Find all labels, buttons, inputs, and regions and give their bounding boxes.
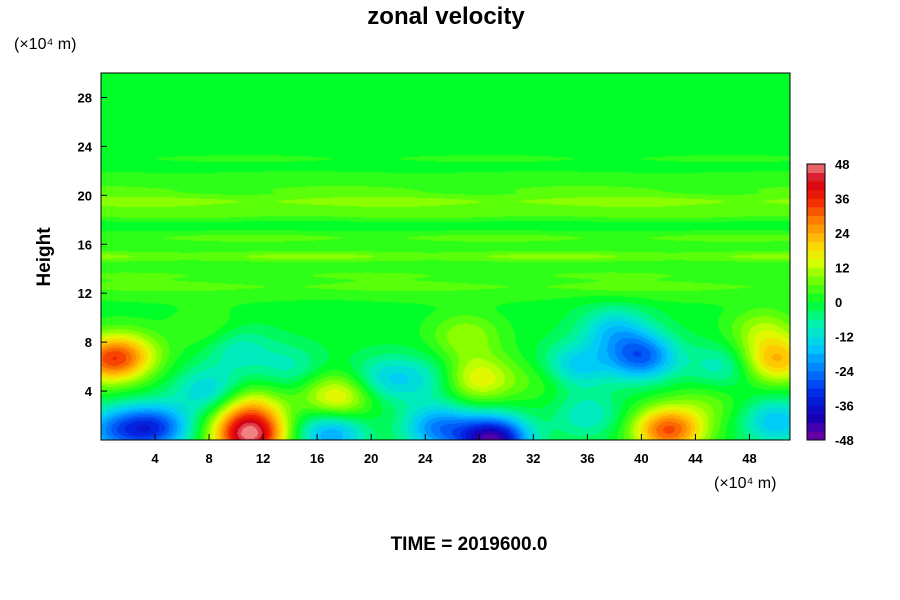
colorbar-swatch xyxy=(807,267,825,277)
colorbar-tick-label: -24 xyxy=(835,364,855,379)
time-annotation: TIME = 2019600.0 xyxy=(391,534,548,555)
x-tick-label: 4 xyxy=(151,451,159,466)
colorbar-swatch xyxy=(807,189,825,199)
y-tick-label: 4 xyxy=(85,384,93,399)
colorbar-tick-label: 12 xyxy=(835,261,849,276)
colorbar-swatch xyxy=(807,172,825,182)
y-tick-label: 28 xyxy=(78,90,92,105)
colorbar-swatch xyxy=(807,388,825,398)
y-tick-label: 24 xyxy=(78,139,93,154)
y-axis-label: Height xyxy=(34,227,55,287)
colorbar-swatch xyxy=(807,362,825,372)
colorbar-swatch xyxy=(807,198,825,208)
x-tick-label: 12 xyxy=(256,451,270,466)
heatmap-field xyxy=(101,73,790,440)
x-tick-label: 36 xyxy=(580,451,594,466)
x-tick-label: 8 xyxy=(205,451,212,466)
y-tick-label: 20 xyxy=(78,188,92,203)
x-tick-label: 44 xyxy=(688,451,703,466)
colorbar-swatch xyxy=(807,302,825,311)
colorbar-swatch xyxy=(807,319,825,329)
colorbar-frame xyxy=(806,163,826,441)
colorbar-tick-label: -12 xyxy=(835,330,854,345)
colorbar-swatch xyxy=(807,379,825,389)
colorbar-swatch xyxy=(807,164,825,173)
x-tick-label: 24 xyxy=(418,451,433,466)
colorbar-swatch xyxy=(807,336,825,346)
colorbar-swatch xyxy=(807,215,825,225)
y-tick-label: 12 xyxy=(78,286,92,301)
x-tick-label: 32 xyxy=(526,451,540,466)
colorbar-swatch xyxy=(807,371,825,380)
colorbar-swatch xyxy=(807,353,825,363)
x-tick-label: 48 xyxy=(742,451,756,466)
colorbar-swatch xyxy=(807,327,825,337)
colorbar-swatch xyxy=(807,284,825,294)
colorbar-swatch xyxy=(807,310,825,320)
colorbar-swatch xyxy=(807,181,825,191)
x-tick-label: 40 xyxy=(634,451,648,466)
colorbar-tick-label: -36 xyxy=(835,399,854,414)
colorbar-swatch xyxy=(807,414,825,424)
x-tick-label: 20 xyxy=(364,451,378,466)
colorbar-swatch xyxy=(807,258,825,268)
y-tick-label: 8 xyxy=(85,335,92,350)
y-axis: 4 8 12 16 20 24 28 xyxy=(78,90,107,399)
colorbar-swatch xyxy=(807,422,825,432)
colorbar-tick-label: -48 xyxy=(835,433,854,448)
colorbar-swatch xyxy=(807,345,825,355)
colorbar-swatch xyxy=(807,207,825,217)
colorbar-swatch xyxy=(807,233,825,242)
colorbar-tick-label: 0 xyxy=(835,295,842,310)
colorbar-swatch xyxy=(807,396,825,406)
colorbar-swatch xyxy=(807,250,825,260)
plot-frame xyxy=(100,72,791,441)
y-tick-label: 16 xyxy=(78,237,92,252)
x-unit-label: (×10⁴ m) xyxy=(714,475,776,492)
plot-area xyxy=(100,72,791,441)
colorbar-swatch xyxy=(807,276,825,286)
colorbar-swatch xyxy=(807,431,825,441)
chart-title: zonal velocity xyxy=(367,3,525,30)
colorbar-swatch xyxy=(807,293,825,303)
colorbar-tick-label: 24 xyxy=(835,226,850,241)
colorbar-swatch xyxy=(807,241,825,251)
x-tick-label: 16 xyxy=(310,451,324,466)
colorbar: 48 36 24 12 0 -12 -24 -36 -48 xyxy=(806,157,855,448)
colorbar-swatch xyxy=(807,224,825,234)
x-tick-label: 28 xyxy=(472,451,486,466)
colorbar-tick-label: 48 xyxy=(835,157,849,172)
x-axis: 4 8 12 16 20 24 28 32 36 40 44 48 xyxy=(151,434,757,466)
colorbar-tick-label: 36 xyxy=(835,192,849,207)
colorbar-swatch xyxy=(807,405,825,415)
y-unit-label: (×10⁴ m) xyxy=(14,36,76,53)
